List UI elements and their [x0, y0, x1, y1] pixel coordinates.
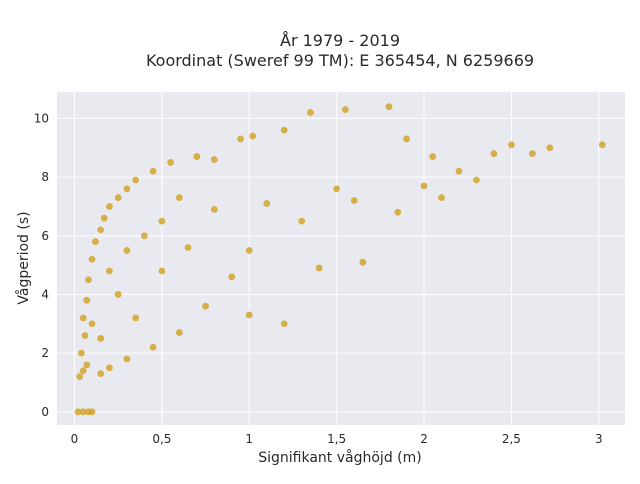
data-point: [106, 203, 113, 210]
data-point: [92, 238, 99, 246]
data-point: [74, 408, 82, 416]
data-point: [123, 185, 131, 193]
data-point: [149, 167, 157, 175]
data-point: [280, 126, 288, 134]
plot-background: [57, 92, 625, 425]
data-point: [598, 141, 606, 149]
data-point: [100, 214, 108, 222]
data-point: [385, 103, 393, 111]
chart-title-line1: År 1979 - 2019: [280, 31, 400, 50]
data-point: [455, 167, 463, 175]
data-point: [237, 135, 244, 143]
data-point: [88, 255, 96, 263]
data-point: [210, 205, 218, 213]
data-point: [394, 208, 402, 216]
data-point: [79, 408, 87, 416]
x-tick-label: 2: [420, 432, 428, 446]
data-point: [78, 349, 85, 357]
data-point: [123, 355, 131, 363]
data-point: [79, 314, 87, 322]
data-point: [149, 343, 157, 351]
data-point: [429, 153, 437, 160]
data-point: [97, 335, 105, 342]
data-point: [175, 329, 183, 336]
data-point: [228, 273, 236, 281]
data-point: [490, 150, 498, 158]
y-tick-label: 0: [41, 405, 49, 419]
x-tick-label: 1,5: [327, 432, 346, 446]
data-points: [74, 103, 606, 416]
data-point: [315, 264, 323, 272]
data-point: [106, 267, 113, 275]
data-point: [132, 176, 140, 184]
data-point: [263, 200, 271, 207]
data-point: [106, 364, 113, 372]
data-point: [184, 244, 192, 251]
data-point: [528, 150, 536, 158]
y-tick-labels: 0 2 4 6 8 10: [34, 111, 49, 418]
data-point: [140, 232, 148, 240]
data-point: [158, 217, 166, 225]
data-point: [341, 106, 349, 114]
y-tick-label: 2: [41, 346, 49, 360]
data-point: [81, 332, 89, 339]
data-point: [403, 135, 410, 143]
data-point: [420, 182, 428, 190]
data-point: [97, 226, 105, 234]
data-point: [350, 197, 358, 204]
data-point: [546, 144, 554, 152]
data-point: [88, 320, 96, 328]
data-point: [210, 156, 218, 163]
data-point: [307, 109, 314, 116]
data-point: [167, 159, 175, 166]
x-tick-label: 3: [595, 432, 603, 446]
x-tick-label: 2,5: [502, 432, 521, 446]
data-point: [114, 194, 122, 202]
y-tick-label: 4: [41, 287, 49, 301]
data-point: [333, 185, 341, 193]
data-point: [508, 141, 515, 149]
data-point: [132, 314, 140, 322]
data-point: [83, 361, 91, 369]
data-point: [193, 153, 201, 160]
data-point: [123, 247, 131, 254]
data-point: [97, 370, 105, 378]
data-point: [158, 267, 166, 275]
y-axis-label: Vågperiod (s): [15, 211, 32, 304]
chart-title-line2: Koordinat (Sweref 99 TM): E 365454, N 62…: [146, 51, 534, 70]
data-point: [298, 217, 306, 225]
data-point: [202, 302, 209, 310]
data-point: [175, 194, 183, 202]
data-point: [88, 408, 96, 416]
data-point: [114, 291, 122, 298]
y-tick-label: 10: [34, 111, 49, 125]
data-point: [245, 247, 253, 254]
data-point: [280, 320, 288, 328]
x-tick-label: 0,5: [152, 432, 171, 446]
data-point: [359, 258, 367, 266]
data-point: [245, 311, 253, 319]
data-point: [438, 194, 445, 202]
data-point: [85, 276, 92, 284]
x-tick-label: 0: [71, 432, 79, 446]
x-tick-label: 1: [245, 432, 253, 446]
y-tick-label: 8: [41, 170, 49, 184]
data-point: [249, 132, 257, 140]
data-point: [79, 367, 87, 375]
data-point: [76, 373, 84, 380]
x-axis-label: Signifikant våghöjd (m): [258, 449, 421, 466]
data-point: [83, 296, 91, 304]
data-point: [473, 176, 480, 184]
y-tick-label: 6: [41, 229, 49, 243]
x-tick-labels: 0 0,5 1 1,5 2 2,5 3: [71, 432, 603, 446]
